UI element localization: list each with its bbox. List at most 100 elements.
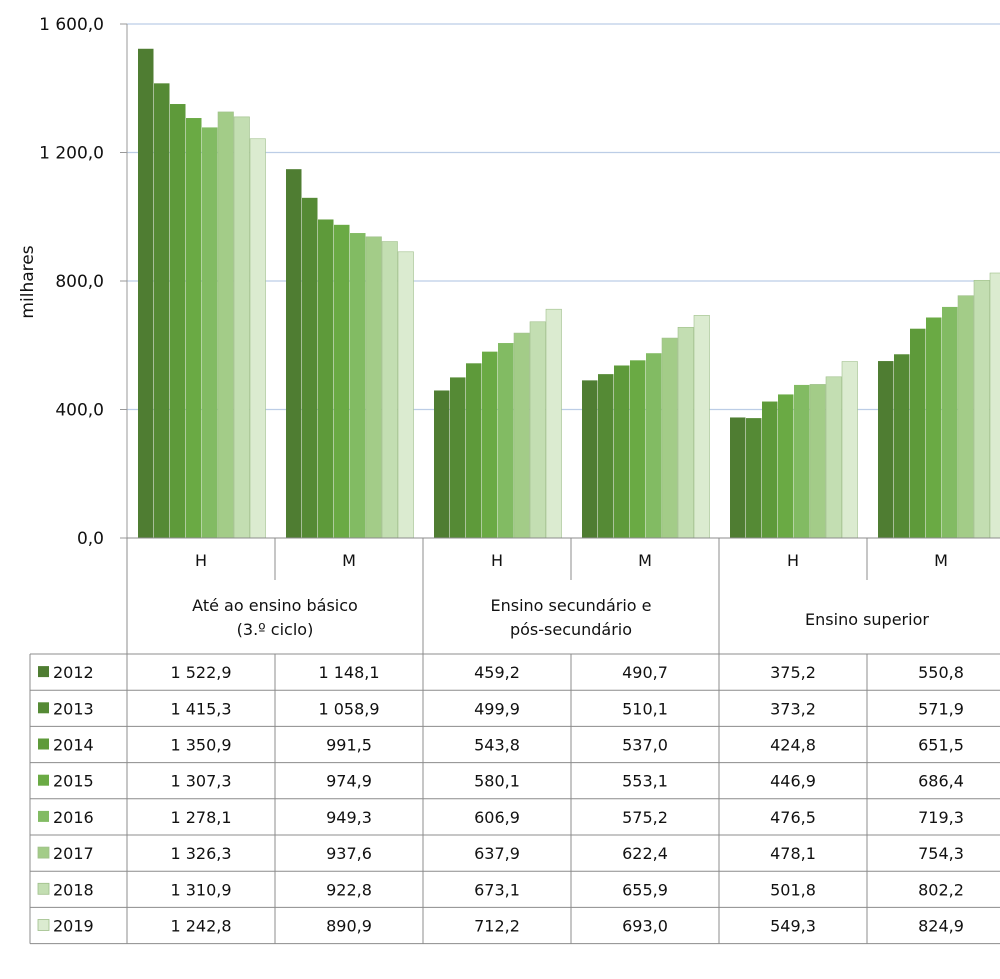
data-label: 550,8 — [918, 663, 964, 682]
legend-label: 2015 — [53, 772, 94, 791]
legend-label: 2013 — [53, 699, 94, 718]
bar — [646, 353, 662, 538]
data-label: 754,3 — [918, 844, 964, 863]
data-label: 1 350,9 — [170, 736, 231, 755]
data-label: 459,2 — [474, 663, 520, 682]
bar — [942, 306, 958, 538]
data-label: 537,0 — [622, 736, 668, 755]
bar — [841, 361, 858, 539]
bar — [746, 418, 762, 538]
data-label: 1 415,3 — [170, 699, 231, 718]
bar — [957, 295, 974, 539]
legend-label: 2014 — [53, 736, 94, 755]
y-axis: 0,0 400,0 800,0 1 200,0 1 600,0 milhares — [18, 15, 128, 549]
data-label: 890,9 — [326, 917, 372, 936]
data-label: 693,0 — [622, 917, 668, 936]
bar — [989, 272, 1000, 539]
data-label: 424,8 — [770, 736, 816, 755]
data-label: 673,1 — [474, 880, 520, 899]
data-label: 543,8 — [474, 736, 520, 755]
y-axis-title: milhares — [18, 245, 38, 318]
data-label: 712,2 — [474, 917, 520, 936]
legend-swatch — [38, 738, 49, 750]
data-label: 476,5 — [770, 808, 816, 827]
group-label: Até ao ensino básico — [192, 596, 358, 615]
data-label: 606,9 — [474, 808, 520, 827]
data-label: 686,4 — [918, 772, 964, 791]
bar — [614, 365, 630, 538]
category-label: M — [934, 551, 948, 570]
legend-label: 2018 — [53, 880, 94, 899]
bar — [926, 317, 942, 538]
bar — [217, 111, 234, 539]
bar — [809, 384, 826, 539]
bar — [170, 104, 186, 538]
bar — [482, 351, 498, 538]
bar — [598, 374, 614, 538]
bar — [661, 337, 678, 539]
data-label: 510,1 — [622, 699, 668, 718]
category-label: H — [491, 551, 503, 570]
legend-swatch — [38, 666, 49, 678]
bar — [894, 354, 910, 538]
bar — [450, 377, 466, 538]
data-label: 580,1 — [474, 772, 520, 791]
data-label: 553,1 — [622, 772, 668, 791]
legend-swatch — [37, 846, 50, 859]
category-label: H — [195, 551, 207, 570]
bar — [794, 384, 810, 538]
legend-swatch — [37, 882, 50, 895]
data-label: 1 058,9 — [318, 699, 379, 718]
data-label: 949,3 — [326, 808, 372, 827]
bar — [973, 279, 990, 539]
bar — [693, 315, 710, 539]
bar — [302, 197, 318, 538]
data-label: 655,9 — [622, 880, 668, 899]
data-label: 824,9 — [918, 917, 964, 936]
y-tick-label: 800,0 — [55, 272, 104, 292]
bar — [529, 321, 546, 539]
data-label: 501,8 — [770, 880, 816, 899]
bar — [910, 328, 926, 538]
bar — [778, 394, 794, 538]
data-label: 802,2 — [918, 880, 964, 899]
legend-swatch — [38, 702, 49, 714]
category-label: M — [342, 551, 356, 570]
bar — [186, 118, 202, 538]
data-label: 499,9 — [474, 699, 520, 718]
bar — [677, 326, 694, 539]
bar — [154, 83, 170, 539]
y-tick-label: 400,0 — [55, 401, 104, 421]
bar — [249, 138, 266, 539]
data-label: 1 242,8 — [170, 917, 231, 936]
bar — [825, 376, 842, 539]
data-label: 1 148,1 — [318, 663, 379, 682]
group-label: (3.º ciclo) — [237, 620, 314, 639]
data-label: 651,5 — [918, 736, 964, 755]
bar — [397, 251, 414, 539]
bar — [381, 241, 398, 539]
legend-swatch — [37, 919, 50, 931]
data-label: 974,9 — [326, 772, 372, 791]
data-label: 622,4 — [622, 844, 668, 863]
legend-swatch — [38, 810, 49, 822]
y-tick-label: 1 600,0 — [39, 15, 104, 35]
bar — [466, 363, 482, 538]
group-label: pós-secundário — [510, 620, 632, 639]
legend-label: 2012 — [53, 663, 94, 682]
legend-label: 2019 — [53, 917, 94, 936]
data-label: 571,9 — [918, 699, 964, 718]
group-label: Ensino superior — [805, 610, 929, 629]
data-table: H M H M H M Até ao ensino básico (3.º ciclo) Ens… — [29, 537, 1000, 945]
bar — [350, 233, 366, 539]
y-tick-label: 0,0 — [77, 529, 104, 549]
bar — [498, 343, 514, 538]
y-tick-label: 1 200,0 — [39, 144, 104, 164]
data-label: 446,9 — [770, 772, 816, 791]
data-label: 1 326,3 — [170, 844, 231, 863]
bar — [318, 219, 334, 538]
data-label: 719,3 — [918, 808, 964, 827]
bar — [630, 360, 646, 538]
bar — [233, 116, 250, 539]
